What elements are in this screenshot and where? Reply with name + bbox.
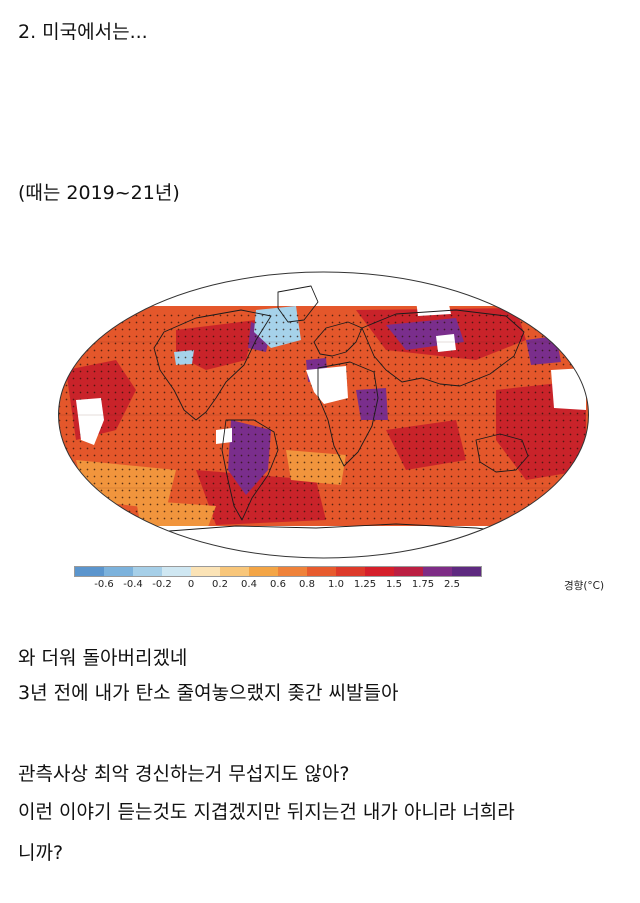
period-note: (때는 2019~21년) bbox=[18, 182, 180, 204]
coast-greenland bbox=[277, 285, 319, 323]
legend-swatch-6 bbox=[249, 567, 278, 576]
legend-color-bar bbox=[74, 566, 482, 577]
post-text-line-4: 이런 이야기 듣는것도 지겹겠지만 뒤지는건 내가 아니라 너희라 bbox=[18, 801, 515, 823]
coast-south-america bbox=[221, 419, 279, 521]
map-globe-outline bbox=[58, 271, 589, 559]
legend-swatch-2 bbox=[133, 567, 162, 576]
coast-north-america bbox=[153, 309, 272, 421]
coast-australia bbox=[475, 433, 529, 473]
legend-tick-label: 0.6 bbox=[270, 579, 286, 590]
post-text-line-5: 니까? bbox=[18, 842, 64, 864]
legend-tick-label: -0.4 bbox=[123, 579, 143, 590]
no-data-south-polar bbox=[58, 526, 589, 558]
color-scale-legend: -0.6 -0.4 -0.2 0 0.2 0.4 0.6 0.8 1.0 1.25 1.5 1.75 2… bbox=[74, 566, 614, 596]
legend-swatch-0 bbox=[75, 567, 104, 576]
legend-swatch-10 bbox=[365, 567, 394, 576]
post-text-line-2: 3년 전에 내가 탄소 줄여놓으랬지 좆간 씨발들아 bbox=[18, 682, 399, 704]
map-graticule bbox=[58, 341, 589, 489]
post-text-line-1: 와 더워 돌아버리겠네 bbox=[18, 647, 188, 669]
legend-tick-label: 0.8 bbox=[299, 579, 315, 590]
legend-tick-label: 0 bbox=[187, 579, 195, 590]
temperature-trend-map bbox=[56, 270, 591, 560]
legend-tick-label: 2.5 bbox=[444, 579, 460, 590]
no-data-east-pacific-edge bbox=[551, 368, 586, 410]
legend-swatch-11 bbox=[394, 567, 423, 576]
map-significance-dots bbox=[58, 310, 589, 520]
no-data-pacific-east bbox=[76, 398, 104, 445]
legend-tick-label: 1.0 bbox=[328, 579, 344, 590]
legend-tick-label: 1.25 bbox=[353, 579, 377, 590]
post-text-line-3: 관측사상 최악 경신하는거 무섭지도 않아? bbox=[18, 763, 350, 785]
legend-swatch-8 bbox=[307, 567, 336, 576]
legend-tick-label: 1.5 bbox=[386, 579, 402, 590]
legend-swatch-13 bbox=[452, 567, 481, 576]
no-data-north-polar bbox=[58, 272, 589, 306]
legend-tick-label: 0.2 bbox=[212, 579, 228, 590]
legend-tick-label: 0.4 bbox=[241, 579, 257, 590]
legend-swatch-7 bbox=[278, 567, 307, 576]
coast-antarctica bbox=[155, 523, 527, 558]
legend-swatch-1 bbox=[104, 567, 133, 576]
legend-unit-label: 경향(°C) bbox=[564, 580, 605, 592]
legend-swatch-12 bbox=[423, 567, 452, 576]
legend-tick-label: -0.6 bbox=[94, 579, 114, 590]
legend-swatch-9 bbox=[336, 567, 365, 576]
no-data-tibet bbox=[436, 334, 456, 352]
legend-swatch-4 bbox=[191, 567, 220, 576]
legend-swatch-5 bbox=[220, 567, 249, 576]
post-heading: 2. 미국에서는... bbox=[18, 21, 148, 43]
no-data-sahara bbox=[306, 366, 348, 404]
legend-tick-label: 1.75 bbox=[411, 579, 435, 590]
coast-asia bbox=[361, 309, 525, 387]
legend-swatch-3 bbox=[162, 567, 191, 576]
map-coastlines bbox=[153, 285, 529, 558]
coast-africa bbox=[317, 361, 379, 467]
legend-tick-label: -0.2 bbox=[152, 579, 172, 590]
coast-europe bbox=[313, 321, 363, 357]
